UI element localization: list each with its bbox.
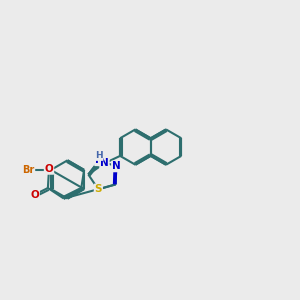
Text: N: N xyxy=(95,155,104,165)
Text: H: H xyxy=(95,152,103,160)
Text: O: O xyxy=(45,164,53,174)
Text: N: N xyxy=(112,161,121,171)
Text: S: S xyxy=(94,184,102,194)
Text: N: N xyxy=(100,158,109,168)
Text: O: O xyxy=(30,190,39,200)
Text: Br: Br xyxy=(22,165,34,175)
